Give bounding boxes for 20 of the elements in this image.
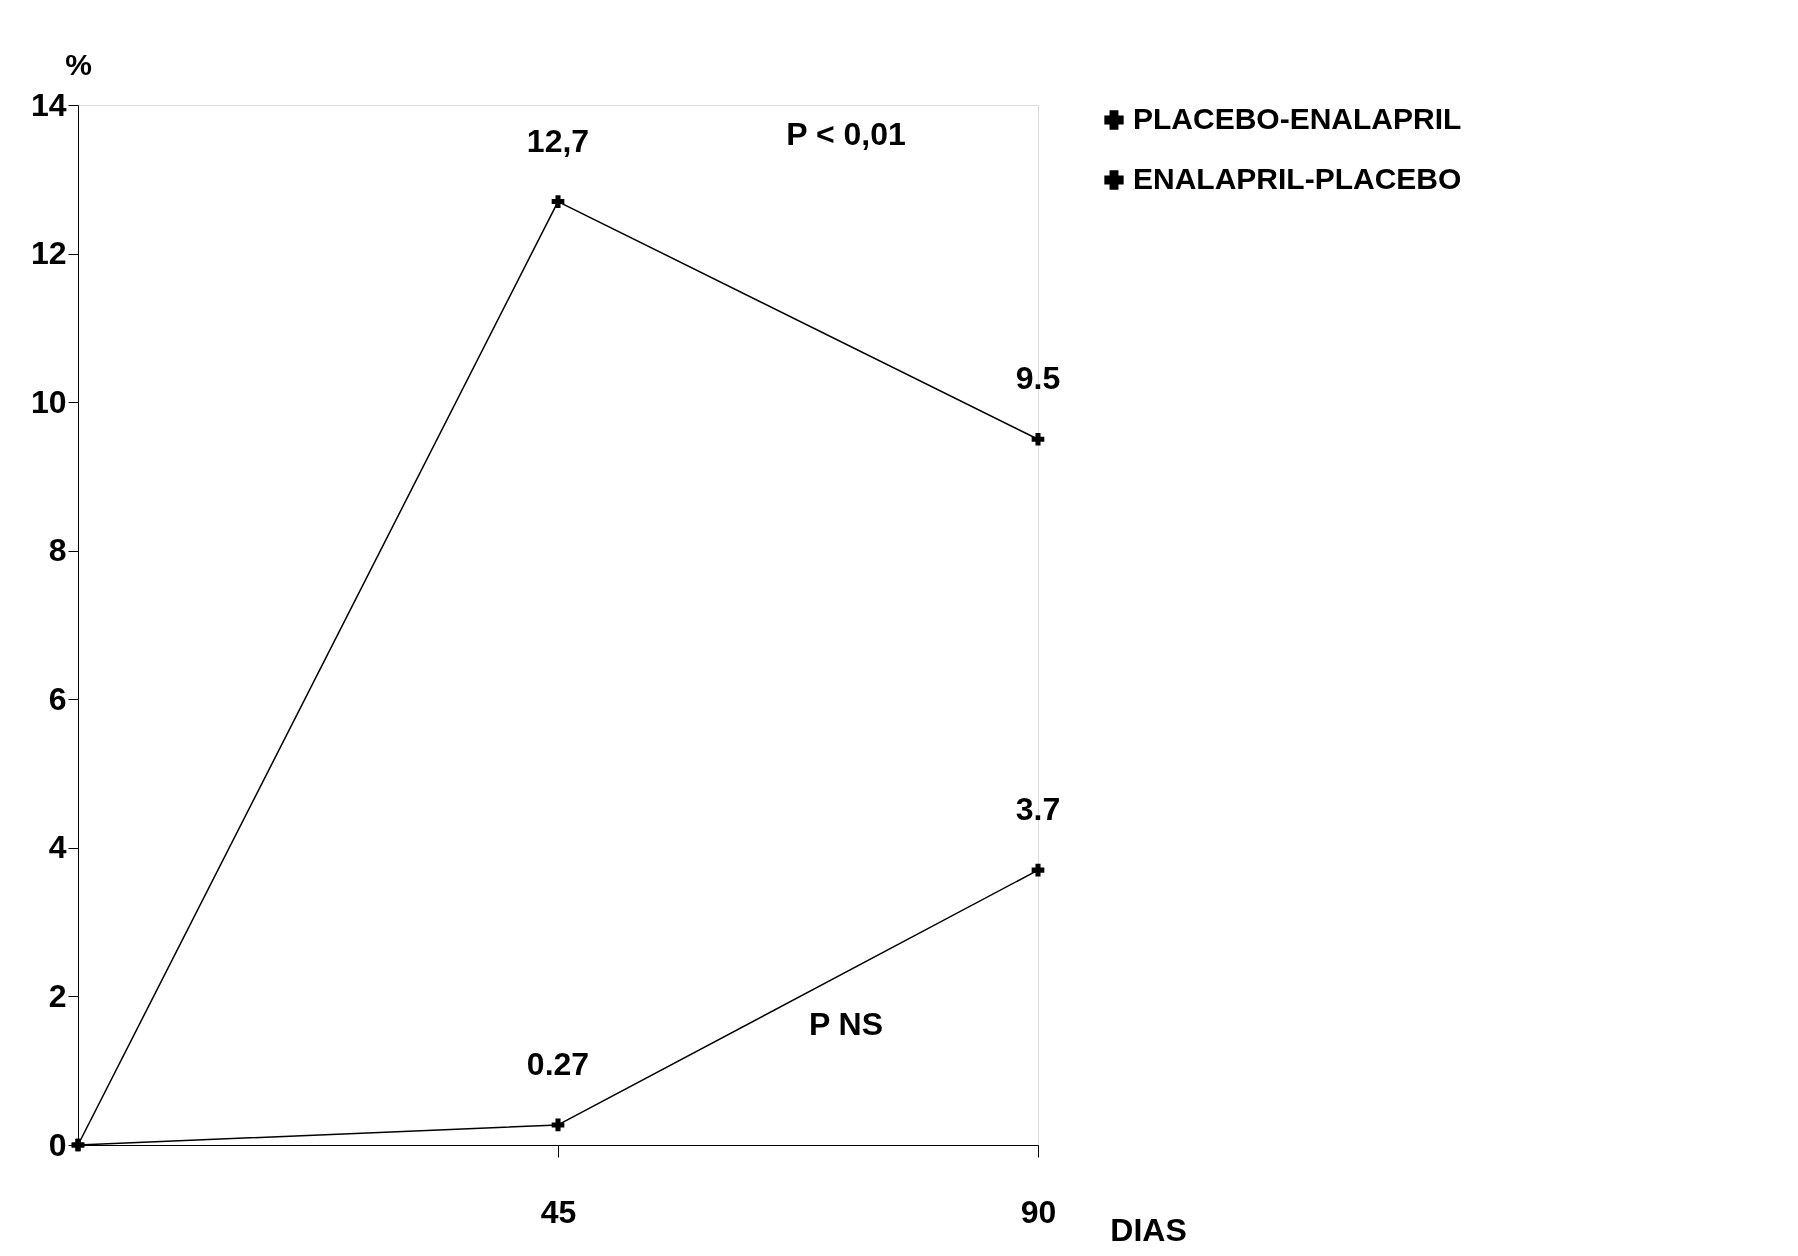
annotation: P NS [808,1006,884,1042]
y-tick-label: 6 [48,680,67,717]
data-label: 3.7 [1015,791,1061,828]
legend-label: PLACEBO-ENALAPRIL [1133,102,1462,135]
y-tick-label: 0 [48,1126,67,1163]
data-label: 12,7 [526,122,590,159]
x-axis-title: DIAS [1110,1211,1187,1248]
y-tick-label: 12 [30,235,67,272]
y-tick-label: 8 [48,532,67,569]
y-tick-label: 10 [30,383,67,420]
data-label: 9.5 [1015,360,1061,397]
y-axis-title: % [65,47,92,81]
y-tick-label: 2 [48,977,67,1014]
x-tick-label: 45 [540,1193,577,1230]
y-tick-label: 4 [48,829,67,866]
legend-label: ENALAPRIL-PLACEBO [1133,162,1462,195]
x-tick-label: 90 [1020,1193,1057,1230]
annotation: P < 0,01 [786,116,906,152]
y-tick-label: 14 [30,86,67,123]
data-label: 0.27 [526,1045,590,1082]
